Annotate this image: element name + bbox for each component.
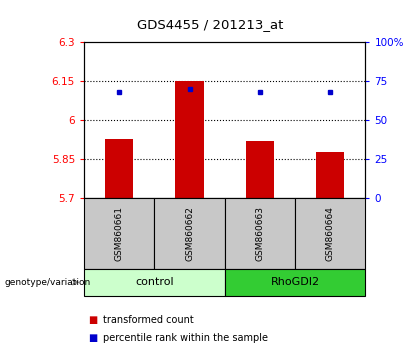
Text: GDS4455 / 201213_at: GDS4455 / 201213_at: [137, 18, 283, 31]
Text: ■: ■: [88, 333, 97, 343]
Bar: [105, 138, 133, 198]
Text: transformed count: transformed count: [103, 315, 194, 325]
Text: percentile rank within the sample: percentile rank within the sample: [103, 333, 268, 343]
Text: GSM860662: GSM860662: [185, 206, 194, 261]
Text: ■: ■: [88, 315, 97, 325]
Bar: [246, 141, 274, 198]
Text: GSM860661: GSM860661: [115, 206, 123, 261]
Text: RhoGDI2: RhoGDI2: [270, 277, 320, 287]
Bar: [176, 81, 204, 198]
Text: GSM860664: GSM860664: [326, 206, 335, 261]
Text: control: control: [135, 277, 173, 287]
Text: genotype/variation: genotype/variation: [4, 278, 90, 287]
Text: GSM860663: GSM860663: [255, 206, 264, 261]
Bar: [316, 152, 344, 198]
